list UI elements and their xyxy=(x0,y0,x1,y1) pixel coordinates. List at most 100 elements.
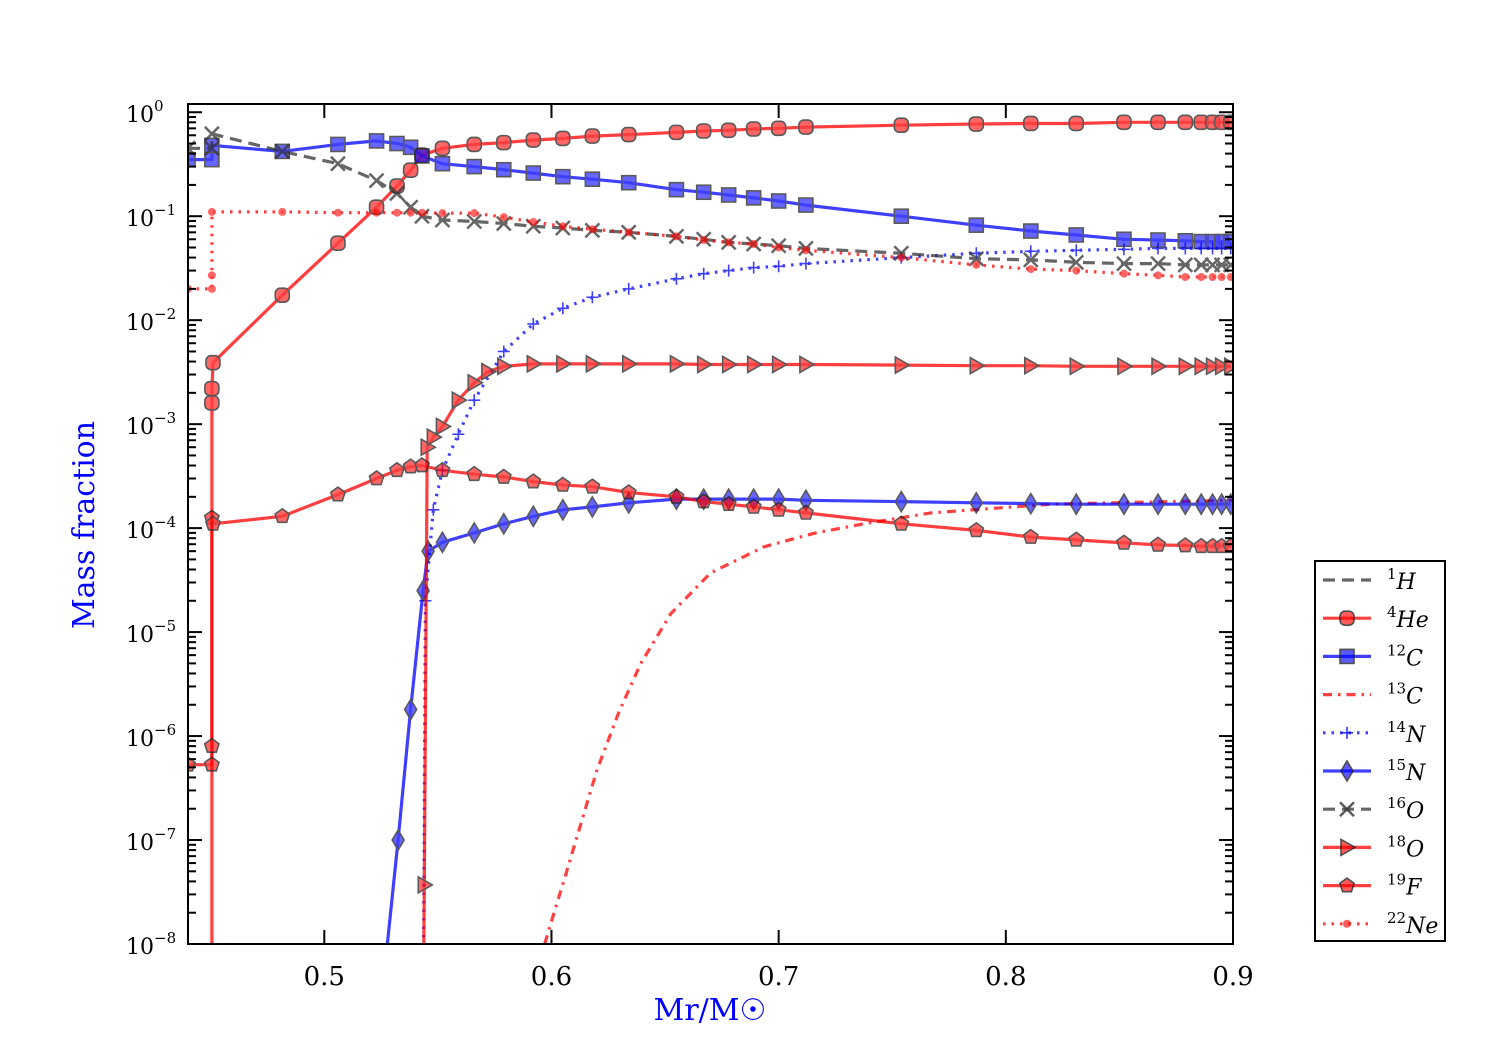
series-15n-point xyxy=(585,495,600,519)
series-12c-point xyxy=(368,133,385,149)
series-4he-point xyxy=(668,124,685,141)
series-16o-point xyxy=(1068,254,1085,271)
series-12c-point xyxy=(525,165,542,181)
series-15n-point xyxy=(555,498,570,522)
legend-marker xyxy=(1343,919,1351,928)
series-14n-line xyxy=(422,246,1231,944)
y-tick-exponent: −4 xyxy=(154,513,176,531)
series-15n xyxy=(385,487,1233,944)
series-19f-point xyxy=(203,756,220,772)
series-4he-point xyxy=(1023,115,1039,132)
series-16o-point xyxy=(368,172,385,189)
legend-marker-icon xyxy=(1340,838,1357,857)
series-12c-point xyxy=(330,136,346,153)
series-18o-point xyxy=(1024,356,1041,376)
legend-frame xyxy=(1314,560,1446,942)
series-18o-line xyxy=(422,362,1231,944)
series-12c-point xyxy=(695,184,712,201)
series-22ne-point xyxy=(699,236,708,245)
series-12c-point xyxy=(414,148,430,164)
legend-label: 15N xyxy=(1387,756,1426,786)
series-4he-point xyxy=(1116,114,1132,131)
series-layer xyxy=(188,114,1233,944)
series-12c-point xyxy=(668,181,685,198)
legend-label: 13C xyxy=(1387,680,1423,710)
y-axis-label: Mass fraction xyxy=(67,421,102,629)
y-tick-exponent: −8 xyxy=(154,929,176,947)
series-4he-point xyxy=(1177,114,1194,131)
series-18o-point xyxy=(669,354,687,374)
series-16o-point xyxy=(402,199,419,216)
series-16o-point xyxy=(893,245,910,262)
x-tick-label: 0.8 xyxy=(985,962,1026,992)
series-12c-point xyxy=(188,151,196,168)
series-19f-point xyxy=(525,473,542,489)
series-22ne-point xyxy=(749,240,758,249)
series-4he-point xyxy=(1068,115,1085,132)
legend-item-1h: 1H xyxy=(1323,565,1417,595)
series-15n-point xyxy=(1214,492,1229,516)
legend-item-16o: 16O xyxy=(1323,794,1424,824)
legend-label: 16O xyxy=(1387,794,1424,824)
legend-marker-icon xyxy=(1340,759,1354,783)
legend-marker-icon xyxy=(1343,919,1351,928)
series-15n-point xyxy=(1223,492,1233,516)
series-19f-point xyxy=(554,476,571,492)
series-4he-point xyxy=(205,354,221,371)
series-18o-point xyxy=(799,355,816,374)
series-22ne-point xyxy=(1026,265,1035,274)
series-16o-point xyxy=(1116,255,1132,272)
series-15n-point xyxy=(969,491,984,515)
series-4he-point xyxy=(466,136,483,153)
series-14n-point xyxy=(697,267,710,280)
series-19f-point xyxy=(668,488,685,504)
series-22ne-point xyxy=(438,209,447,218)
y-tick-label: 10 xyxy=(126,727,154,752)
series-4he-point xyxy=(274,287,291,303)
series-15n-point xyxy=(1194,492,1209,516)
series-19f-point xyxy=(329,486,347,502)
legend-item-13c: 13C xyxy=(1323,680,1423,710)
series-14n-point xyxy=(1179,242,1192,255)
legend-marker-icon xyxy=(1339,648,1355,665)
series-19f-point xyxy=(1177,537,1194,553)
series-4he-point xyxy=(204,395,220,411)
series-22ne-point xyxy=(972,260,981,269)
series-15n-point xyxy=(496,512,511,536)
series-22ne-point xyxy=(558,222,567,231)
series-16o-point xyxy=(1193,257,1210,273)
series-12c-point xyxy=(745,190,762,206)
series-22ne-point xyxy=(406,208,415,217)
legend-marker xyxy=(1340,759,1354,783)
series-14n-point xyxy=(1195,242,1208,255)
series-4he-point xyxy=(620,126,637,143)
series-16o-point xyxy=(1150,255,1166,272)
series-19f-point xyxy=(388,461,406,478)
series-4he-point xyxy=(770,120,787,137)
series-19f-point xyxy=(1115,534,1133,550)
series-18o-point xyxy=(969,356,986,376)
series-14n-point xyxy=(622,282,635,295)
legend-label: 18O xyxy=(1387,832,1424,862)
series-19f-point xyxy=(413,457,431,473)
series-14n-point xyxy=(799,257,812,270)
series-22ne-point xyxy=(372,208,381,217)
series-18o-point xyxy=(481,362,498,382)
series-14n-point xyxy=(1024,245,1037,258)
series-4he-point xyxy=(798,119,814,135)
y-tick-label: 10 xyxy=(126,935,154,960)
series-15n-point xyxy=(403,697,418,722)
series-19f-point xyxy=(968,521,985,538)
series-22ne-point xyxy=(1226,273,1233,282)
series-14n-point xyxy=(670,272,683,285)
series-15n-point xyxy=(1205,492,1220,516)
series-22ne-point xyxy=(207,284,216,293)
y-tick-label: 10 xyxy=(126,103,154,128)
y-tick-exponent: −1 xyxy=(154,201,176,219)
series-15n-point xyxy=(435,530,450,554)
series-22ne-point xyxy=(774,243,783,252)
series-18o-point xyxy=(426,427,443,447)
series-12c-point xyxy=(893,208,910,225)
y-tick-exponent: 0 xyxy=(154,97,164,115)
